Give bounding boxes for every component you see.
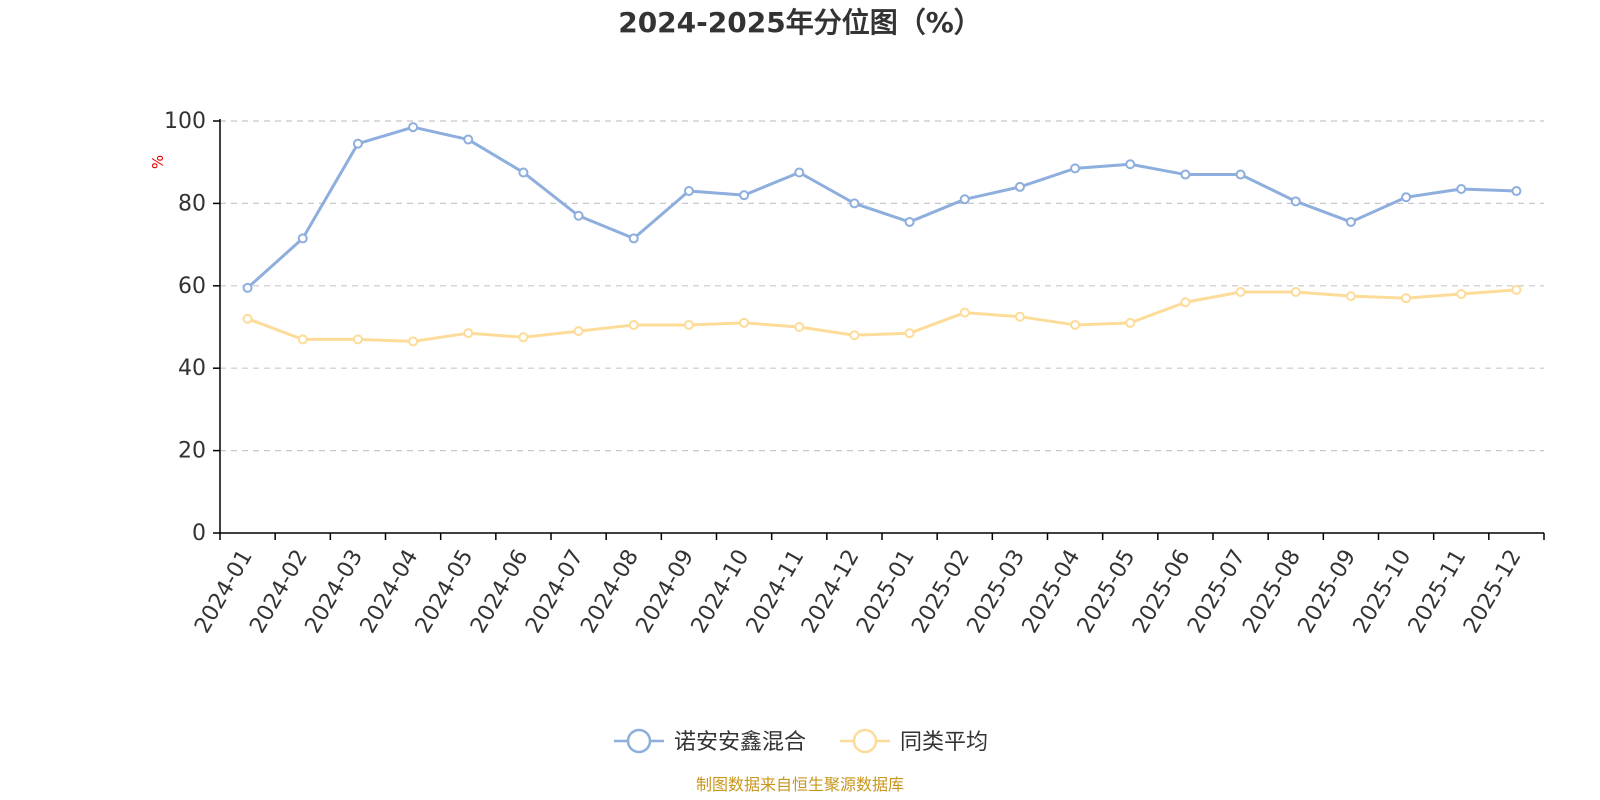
data-point <box>352 334 363 345</box>
series-1 <box>242 284 1522 347</box>
data-point <box>1401 192 1412 203</box>
data-point <box>1290 196 1301 207</box>
y-tick-label: 60 <box>178 274 206 299</box>
y-tick-label: 20 <box>178 439 206 464</box>
data-point <box>739 190 750 201</box>
data-point <box>1235 286 1246 297</box>
y-tick-label: 80 <box>178 191 206 216</box>
data-point <box>518 332 529 343</box>
data-point <box>849 330 860 341</box>
chart-title: 2024-2025年分位图（%） <box>618 6 982 39</box>
data-point <box>739 317 750 328</box>
data-point <box>628 233 639 244</box>
legend-marker <box>852 728 878 754</box>
data-point <box>1511 284 1522 295</box>
data-point <box>1290 286 1301 297</box>
data-point <box>1345 291 1356 302</box>
legend-marker <box>626 728 652 754</box>
data-point <box>904 328 915 339</box>
data-point <box>242 282 253 293</box>
data-point <box>849 198 860 209</box>
data-point <box>518 167 529 178</box>
data-point <box>573 210 584 221</box>
data-point <box>1070 163 1081 174</box>
data-point <box>242 313 253 324</box>
y-tick-label: 40 <box>178 356 206 381</box>
legend-item-0[interactable]: 诺安安鑫混合 <box>614 728 806 755</box>
y-axis-ticks: 0 20 40 60 80 100 <box>164 109 220 546</box>
data-point <box>683 186 694 197</box>
data-point <box>1125 159 1136 170</box>
series-line <box>247 288 1517 343</box>
legend: 诺安安鑫混合 同类平均 <box>614 728 988 755</box>
data-point <box>1014 181 1025 192</box>
data-point <box>1180 297 1191 308</box>
data-point <box>1014 311 1025 322</box>
series-0 <box>242 122 1522 293</box>
y-tick-label: 0 <box>192 521 206 546</box>
data-point <box>408 122 419 133</box>
y-tick-label: 100 <box>164 109 206 134</box>
data-point <box>408 336 419 347</box>
data-point <box>959 194 970 205</box>
data-point <box>904 216 915 227</box>
data-point <box>1511 186 1522 197</box>
data-point <box>628 319 639 330</box>
data-point <box>1345 216 1356 227</box>
data-point <box>352 138 363 149</box>
data-point <box>573 326 584 337</box>
data-point <box>297 334 308 345</box>
series-layer <box>242 122 1522 347</box>
data-point <box>1456 183 1467 194</box>
data-point <box>1401 293 1412 304</box>
legend-item-1[interactable]: 同类平均 <box>840 728 988 755</box>
y-unit-label: % <box>149 155 167 169</box>
gridlines <box>220 120 1544 452</box>
series-line <box>246 125 1517 289</box>
x-axis-ticks: 2024-012024-022024-032024-042024-052024-… <box>190 533 1545 638</box>
data-point <box>1456 289 1467 300</box>
data-point <box>1125 317 1136 328</box>
data-point <box>297 233 308 244</box>
data-point <box>463 328 474 339</box>
data-point <box>1180 169 1191 180</box>
legend-label: 诺安安鑫混合 <box>674 730 806 755</box>
data-point <box>794 322 805 332</box>
data-point <box>1235 169 1246 180</box>
data-point <box>683 319 694 330</box>
legend-label: 同类平均 <box>900 730 988 755</box>
data-source: 制图数据来自恒生聚源数据库 <box>696 775 904 794</box>
data-point <box>794 167 805 178</box>
data-point <box>1070 319 1081 330</box>
data-point <box>959 307 970 318</box>
data-point <box>463 134 474 145</box>
